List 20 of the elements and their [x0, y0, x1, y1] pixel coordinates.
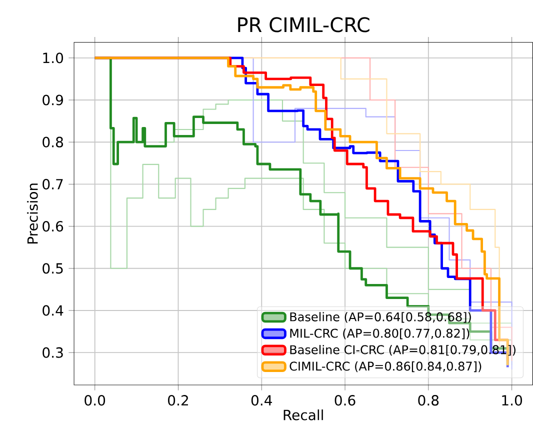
y-tick-label: 0.5 [42, 263, 63, 274]
x-tick-label: 0.0 [84, 395, 106, 406]
x-axis-title: Recall [284, 409, 323, 420]
legend-label: MIL-CRC (AP=0.80[0.77,0.82]) [290, 328, 470, 340]
y-axis-title: Precision [27, 184, 38, 244]
chart-title: PR CIMIL-CRC [238, 17, 370, 32]
x-tick-label: 0.6 [334, 395, 356, 406]
legend-label: CIMIL-CRC (AP=0.86[0.84,0.87]) [290, 361, 482, 372]
y-tick-label: 1.0 [43, 52, 64, 64]
x-tick-label: 1.0 [502, 395, 522, 406]
y-tick-label: 0.4 [42, 305, 64, 316]
y-tick-label: 0.6 [42, 220, 64, 232]
x-tick-label: 0.8 [418, 395, 439, 406]
x-tick-label: 0.4 [251, 395, 272, 406]
legend-label: Baseline (AP=0.64[0.58,0.68]) [290, 312, 471, 323]
y-tick-label: 0.8 [42, 136, 63, 148]
y-tick-label: 0.3 [42, 347, 63, 358]
x-tick-label: 0.2 [168, 395, 188, 406]
y-tick-label: 0.7 [42, 178, 63, 190]
y-tick-label: 0.9 [42, 94, 63, 106]
